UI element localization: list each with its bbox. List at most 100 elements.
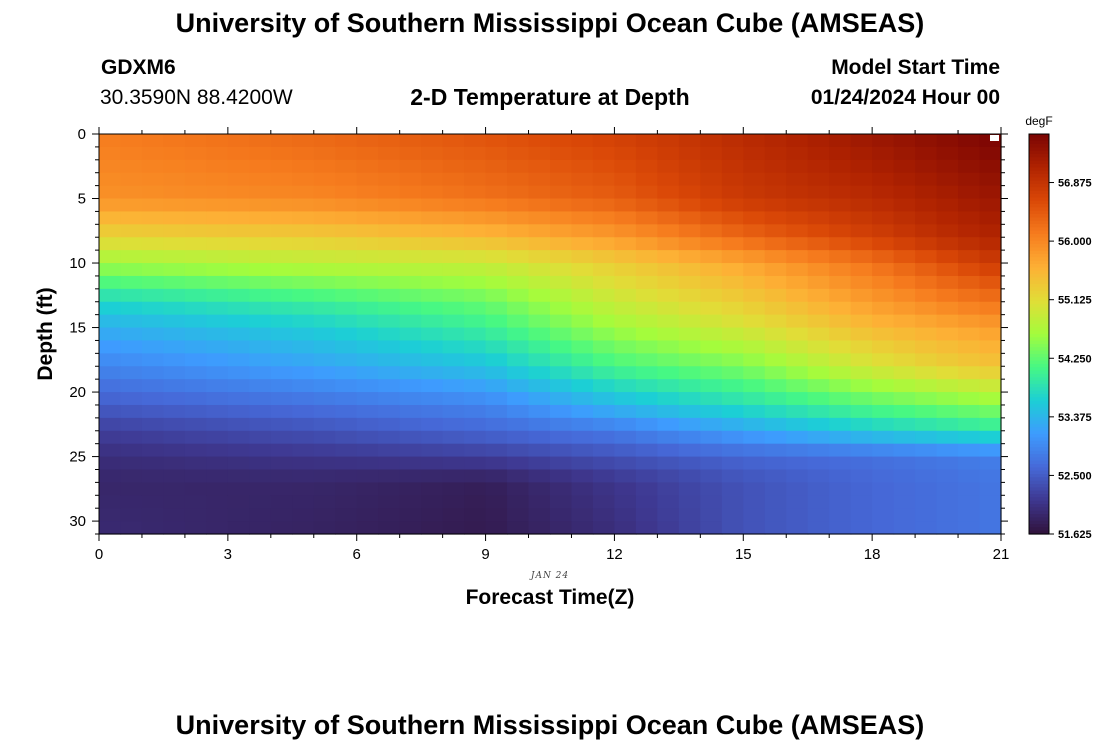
- heatmap-cell: [786, 211, 809, 225]
- heatmap-cell: [850, 134, 873, 148]
- heatmap-cell: [915, 237, 938, 251]
- heatmap-cell: [936, 224, 959, 238]
- colorbar-tick-label: 56.000: [1058, 236, 1092, 248]
- heatmap-cell: [678, 198, 701, 213]
- heatmap-cell: [614, 159, 637, 174]
- colorbar-segment: [1029, 134, 1049, 138]
- model-start-value: 01/24/2024 Hour 00: [810, 86, 1000, 109]
- heatmap-cell: [442, 159, 465, 174]
- axes-ticks: 0 3 6 9 12 15 18 21 0 5 10 15 20 25 30: [69, 126, 1009, 563]
- heatmap-cell: [979, 288, 1002, 303]
- heatmap-cell: [635, 508, 658, 522]
- heatmap-cell: [592, 482, 616, 496]
- heatmap-cell: [335, 392, 358, 406]
- heatmap-cell: [958, 211, 981, 225]
- heatmap-cell: [399, 263, 422, 277]
- heatmap-cell: [850, 456, 873, 471]
- colorbar-segment: [1029, 234, 1049, 238]
- heatmap-cell: [184, 417, 207, 432]
- heatmap-cell: [120, 392, 143, 406]
- heatmap-cell: [657, 288, 680, 303]
- heatmap-cell: [850, 211, 873, 225]
- heatmap-cell: [635, 417, 658, 432]
- heatmap-cell: [99, 263, 122, 277]
- heatmap-cell: [893, 211, 916, 225]
- colorbar-segment: [1029, 164, 1049, 168]
- heatmap-cell: [356, 456, 379, 471]
- heatmap-cell: [442, 508, 465, 522]
- heatmap-cell: [657, 237, 680, 251]
- heatmap-cell: [786, 482, 809, 496]
- heatmap-cell: [635, 159, 658, 174]
- heatmap-cell: [915, 134, 938, 148]
- heatmap-cell: [141, 185, 165, 200]
- heatmap-cell: [464, 340, 487, 354]
- heatmap-cell: [635, 353, 658, 367]
- heatmap-cell: [657, 366, 680, 380]
- heatmap-cell: [163, 417, 186, 432]
- heatmap-cell: [335, 456, 358, 471]
- heatmap-cell: [313, 134, 336, 148]
- heatmap-cell: [99, 288, 122, 303]
- heatmap-cell: [764, 314, 787, 329]
- heatmap-cell: [270, 198, 293, 213]
- colorbar-segment: [1029, 157, 1049, 162]
- heatmap-cell: [550, 288, 573, 303]
- heatmap-cell: [764, 159, 787, 174]
- heatmap-cell: [335, 237, 358, 251]
- heatmap-cell: [958, 301, 981, 316]
- heatmap-cell: [227, 417, 250, 432]
- heatmap-cell: [764, 495, 787, 509]
- heatmap-cell: [206, 146, 229, 161]
- heatmap-cell: [979, 224, 1002, 238]
- heatmap-cell: [184, 521, 207, 535]
- heatmap-cell: [678, 314, 701, 329]
- heatmap-cell: [184, 482, 207, 496]
- heatmap-cell: [378, 404, 401, 419]
- colorbar-segment: [1029, 310, 1049, 315]
- heatmap-cell: [141, 340, 165, 354]
- heatmap-cell: [141, 211, 165, 225]
- heatmap-cell: [915, 353, 938, 367]
- colorbar-segment: [1029, 344, 1049, 348]
- heatmap-cell: [399, 185, 422, 200]
- heatmap-cell: [979, 353, 1002, 367]
- heatmap-cell: [592, 366, 616, 380]
- heatmap-cell: [442, 417, 465, 432]
- heatmap-cell: [270, 508, 293, 522]
- heatmap-cell: [592, 250, 616, 264]
- heatmap-cell: [120, 340, 143, 354]
- heatmap-cell: [464, 366, 487, 380]
- heatmap-cell: [678, 340, 701, 354]
- heatmap-cell: [184, 456, 207, 471]
- colorbar-segment: [1029, 404, 1049, 408]
- heatmap-cell: [678, 482, 701, 496]
- heatmap-cell: [872, 211, 895, 225]
- colorbar-segment: [1029, 514, 1049, 518]
- heatmap-cell: [227, 275, 250, 290]
- heatmap-cell: [163, 469, 186, 483]
- heatmap-cell: [700, 327, 723, 342]
- heatmap-cell: [292, 392, 315, 406]
- colorbar-segment: [1029, 420, 1049, 425]
- heatmap-cell: [485, 521, 508, 535]
- colorbar-segment: [1029, 324, 1049, 328]
- colorbar-segment: [1029, 377, 1049, 382]
- heatmap-cell: [872, 134, 895, 148]
- heatmap-cell: [571, 146, 594, 161]
- heatmap-cell: [700, 134, 723, 148]
- heatmap-cell: [850, 340, 873, 354]
- heatmap-cells: [99, 134, 1002, 535]
- heatmap-cell: [99, 353, 122, 367]
- heatmap-cell: [850, 353, 873, 367]
- heatmap-cell: [442, 353, 465, 367]
- heatmap-cell: [958, 417, 981, 432]
- colorbar-segment: [1029, 477, 1049, 482]
- colorbar-segment: [1029, 427, 1049, 432]
- heatmap-cell: [378, 172, 401, 187]
- heatmap-cell: [678, 250, 701, 264]
- heatmap-cell: [915, 146, 938, 161]
- heatmap-cell: [872, 301, 895, 316]
- x-tick-label: 9: [481, 546, 489, 563]
- colorbar-tick-label: 51.625: [1058, 529, 1092, 541]
